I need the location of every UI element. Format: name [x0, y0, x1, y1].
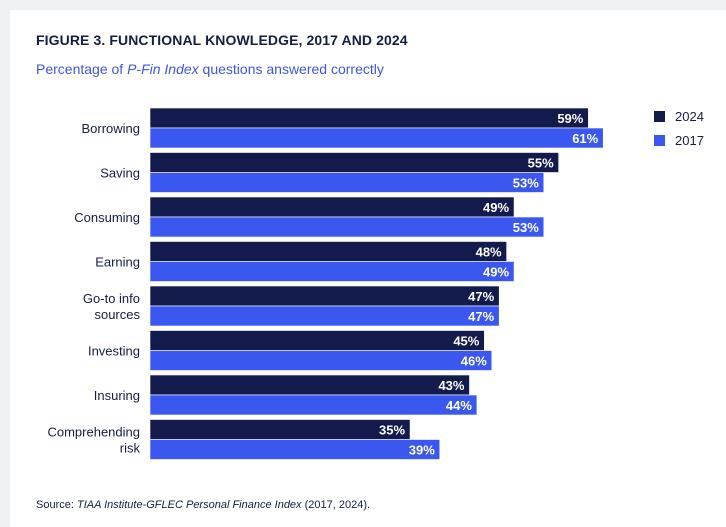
- bar-2024-comprehending-risk: [149, 419, 411, 440]
- legend-item-2017: 2017: [654, 128, 704, 152]
- bar-2024-earning: [149, 241, 507, 262]
- category-label-comprehending-risk: Comprehending risk: [47, 425, 140, 456]
- bar-2017-go-to-info-sources: [149, 305, 500, 327]
- bar-2017-saving: [149, 172, 545, 193]
- subtitle-prefix: Percentage of: [36, 61, 128, 77]
- category-label-saving: Saving: [100, 166, 140, 181]
- source-note: Source: TIAA Institute-GFLEC Personal Fi…: [36, 499, 370, 511]
- chart-legend: 2024 2017: [654, 104, 704, 152]
- data-label-2017-saving: 53%: [513, 176, 539, 191]
- bar-2024-consuming: [149, 196, 515, 218]
- data-label-2024-saving: 55%: [528, 156, 554, 171]
- data-label-2024-go-to-info-sources: 47%: [468, 289, 494, 304]
- data-label-2017-earning: 49%: [483, 265, 509, 280]
- data-label-2024-comprehending-risk: 35%: [379, 423, 405, 438]
- data-label-2024-borrowing: 59%: [557, 111, 583, 126]
- category-label-insuring: Insuring: [94, 388, 140, 403]
- data-label-2017-consuming: 53%: [513, 220, 539, 235]
- category-label-go-to-info-sources: Go-to info sources: [83, 291, 141, 322]
- data-label-2017-comprehending-risk: 39%: [409, 443, 435, 458]
- source-prefix: Source:: [36, 499, 77, 511]
- bar-2024-insuring: [149, 374, 470, 396]
- legend-item-2024: 2024: [654, 104, 704, 128]
- legend-swatch-2017: [654, 134, 665, 146]
- legend-label-2024: 2024: [675, 108, 704, 124]
- bar-2017-investing: [149, 350, 493, 371]
- category-label-earning: Earning: [95, 255, 140, 270]
- bar-2017-consuming: [149, 216, 545, 238]
- data-label-2017-go-to-info-sources: 47%: [468, 309, 494, 324]
- legend-label-2017: 2017: [675, 132, 704, 148]
- data-label-2017-investing: 46%: [461, 354, 487, 369]
- data-label-2024-insuring: 43%: [438, 378, 464, 393]
- data-label-2024-investing: 45%: [453, 334, 479, 349]
- bar-2017-insuring: [149, 394, 478, 416]
- data-label-2017-borrowing: 61%: [572, 131, 598, 146]
- legend-swatch-2024: [654, 110, 665, 122]
- source-suffix: (2017, 2024).: [301, 499, 371, 511]
- bar-2017-borrowing: [149, 127, 604, 149]
- bar-2024-investing: [149, 330, 485, 351]
- data-label-2017-insuring: 44%: [446, 398, 472, 413]
- bar-2024-borrowing: [149, 107, 589, 129]
- category-label-investing: Investing: [88, 344, 140, 359]
- bar-2024-saving: [149, 152, 559, 173]
- bar-2024-go-to-info-sources: [149, 285, 500, 307]
- category-label-consuming: Consuming: [74, 210, 140, 225]
- data-label-2024-consuming: 49%: [483, 200, 509, 215]
- subtitle-suffix: questions answered correctly: [198, 61, 384, 77]
- source-title: TIAA Institute-GFLEC Personal Finance In…: [76, 499, 302, 511]
- data-label-2024-earning: 48%: [476, 245, 502, 260]
- category-label-borrowing: Borrowing: [81, 121, 140, 136]
- subtitle-index-name: P-Fin Index: [127, 61, 199, 77]
- bar-2017-comprehending-risk: [149, 439, 441, 460]
- chart-title: FIGURE 3. FUNCTIONAL KNOWLEDGE, 2017 AND…: [36, 32, 408, 48]
- chart-subtitle: Percentage of P-Fin Index questions answ…: [36, 61, 384, 77]
- bar-2017-earning: [149, 261, 515, 282]
